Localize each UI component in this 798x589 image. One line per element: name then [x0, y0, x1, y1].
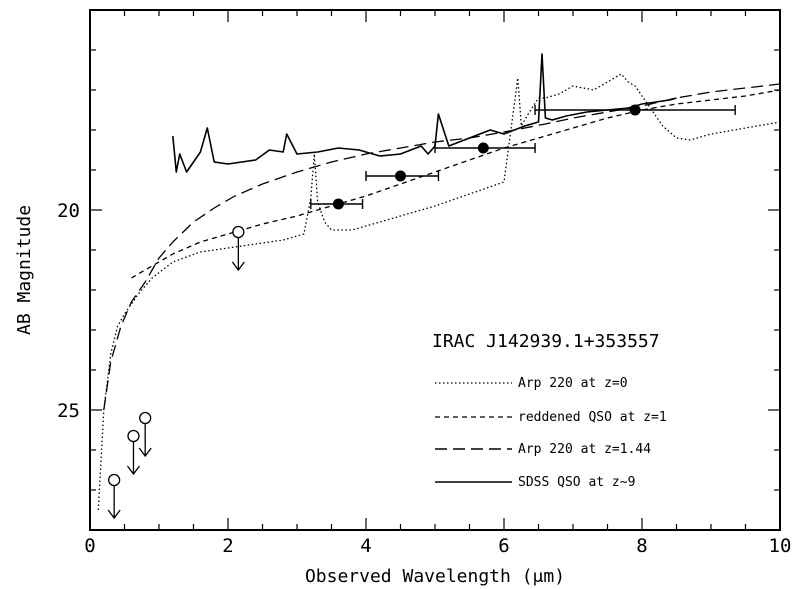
legend-label-reddened-qso: reddened QSO at z=1	[518, 410, 667, 425]
legend: Arp 220 at z=0 reddened QSO at z=1 Arp 2…	[435, 376, 667, 490]
data-point	[477, 142, 489, 154]
upper-limit-arrow-head	[126, 465, 140, 476]
y-tick-label: 25	[57, 400, 80, 422]
legend-label-sdss-qso: SDSS QSO at z~9	[518, 475, 635, 490]
chart-annotation: IRAC J142939.1+353557	[432, 331, 660, 352]
x-tick-label: 4	[360, 535, 371, 557]
legend-label-arp220-z0: Arp 220 at z=0	[518, 376, 628, 391]
axis-ticks	[89, 10, 781, 531]
x-tick-label: 0	[84, 535, 95, 557]
series-line-1	[131, 89, 781, 279]
tick-labels: 0 2 4 6 8 10 20 25	[57, 200, 791, 557]
x-tick-label: 6	[498, 535, 509, 557]
upper-limit-markers	[107, 225, 245, 520]
upper-limit-arrow-head	[231, 261, 245, 272]
data-point	[332, 198, 344, 210]
data-point	[395, 170, 406, 182]
series-layer	[97, 53, 781, 511]
upper-limit-arrow-head	[107, 509, 121, 520]
x-tick-label: 10	[769, 535, 792, 557]
y-axis-title: AB Magnitude	[14, 205, 35, 335]
upper-limit-arrow-head	[138, 447, 152, 458]
series-line-3	[172, 53, 677, 173]
data-point	[629, 104, 641, 116]
photometry-points	[310, 104, 736, 210]
upper-limit-point	[127, 429, 140, 443]
x-tick-label: 8	[636, 535, 647, 557]
series-line-0	[97, 73, 781, 511]
upper-limit-point	[108, 473, 121, 487]
upper-limit-point	[139, 411, 152, 425]
plot-frame	[89, 9, 781, 531]
x-tick-label: 2	[222, 535, 233, 557]
x-axis-title: Observed Wavelength (μm)	[305, 566, 565, 587]
upper-limit-point	[232, 225, 245, 239]
y-tick-label: 20	[57, 200, 80, 222]
legend-label-arp220-z144: Arp 220 at z=1.44	[518, 442, 651, 457]
